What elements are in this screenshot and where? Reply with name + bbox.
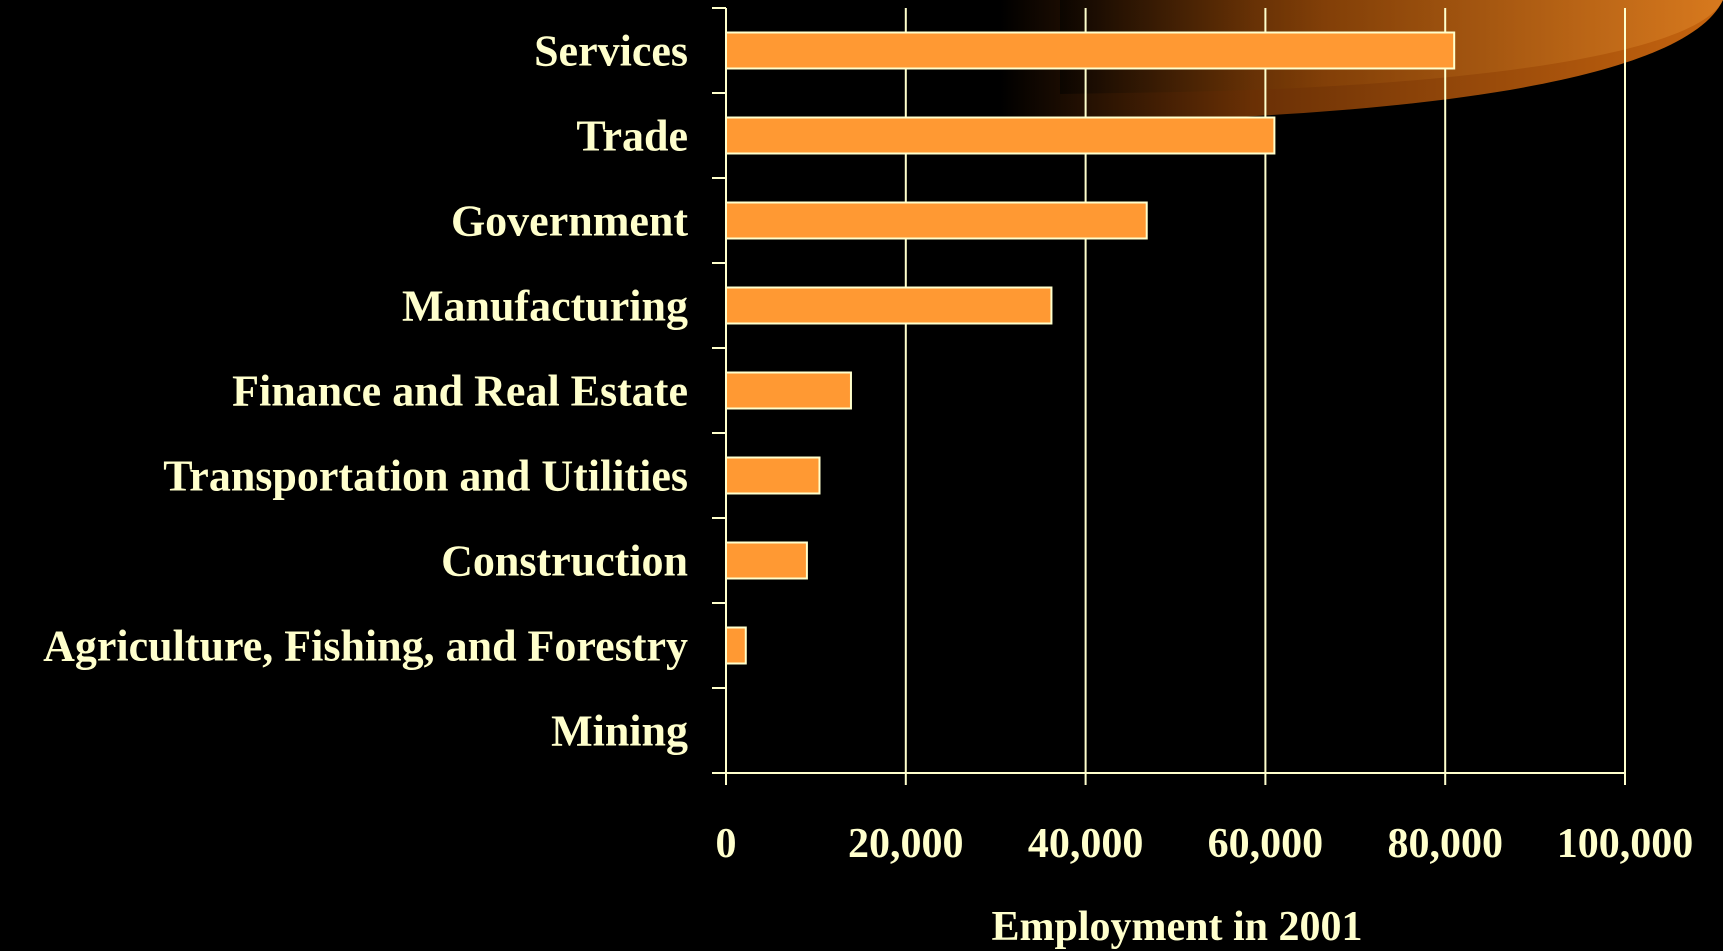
x-tick-label: 0: [716, 821, 737, 867]
bar: [725, 456, 821, 495]
bar: [725, 116, 1276, 155]
category-label: Trade: [576, 112, 688, 161]
x-tick-label: 40,000: [1028, 821, 1144, 867]
category-label: Mining: [551, 707, 688, 756]
category-label: Construction: [441, 537, 688, 586]
bar: [725, 31, 1456, 70]
category-label: Transportation and Utilities: [163, 452, 688, 501]
axes: [712, 7, 1626, 785]
x-tick-labels: 0 20,000 40,000 60,000 80,000 100,000: [716, 821, 1694, 867]
x-tick-label: 100,000: [1557, 821, 1694, 867]
bar: [725, 371, 852, 410]
category-label: Government: [451, 197, 688, 246]
category-labels: Services Trade Government Manufacturing Fina…: [43, 27, 688, 756]
bar: [725, 626, 747, 665]
category-label: Manufacturing: [402, 282, 688, 331]
bars: [725, 31, 1456, 665]
x-axis-title: Employment in 2001: [991, 904, 1362, 950]
x-tick-label: 80,000: [1387, 821, 1503, 867]
bar: [725, 201, 1148, 240]
category-label: Finance and Real Estate: [232, 367, 688, 416]
bar: [725, 286, 1053, 325]
x-tick-label: 20,000: [848, 821, 964, 867]
category-label: Agriculture, Fishing, and Forestry: [43, 622, 688, 671]
bar: [725, 541, 808, 580]
category-label: Services: [534, 27, 688, 76]
x-tick-label: 60,000: [1208, 821, 1324, 867]
